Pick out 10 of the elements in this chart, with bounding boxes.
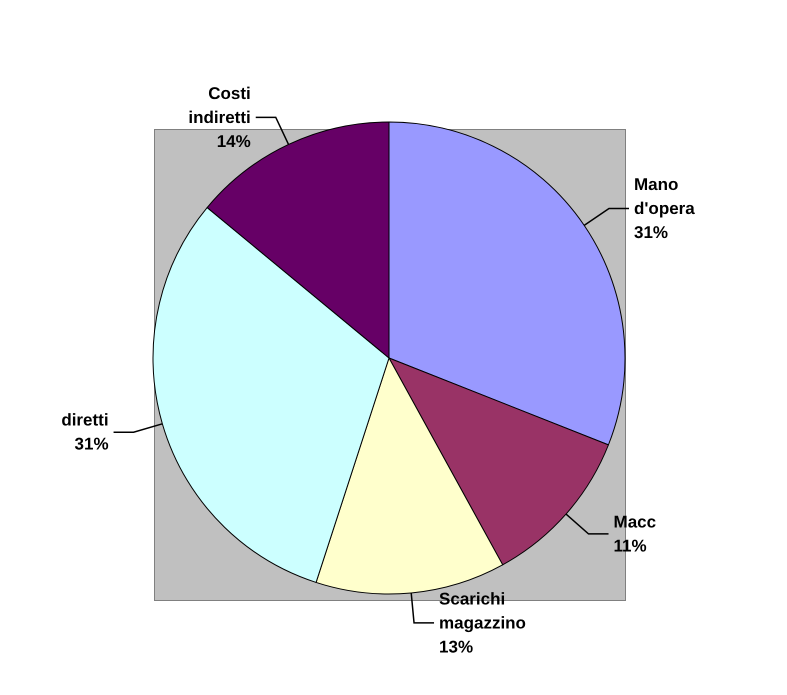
slice-label: diretti [61,410,109,430]
data-label: 13% [439,637,474,656]
data-label: 31% [634,222,668,242]
slice-label: Scarichi magazzino [439,589,526,632]
data-label: 14% [216,132,251,151]
slice-label: Costi indiretti [188,84,251,127]
data-label: 31% [74,434,109,454]
slice-label: Mano d'opera [634,174,696,218]
data-label: 11% [614,536,647,556]
slice-label: Macc [614,512,656,532]
